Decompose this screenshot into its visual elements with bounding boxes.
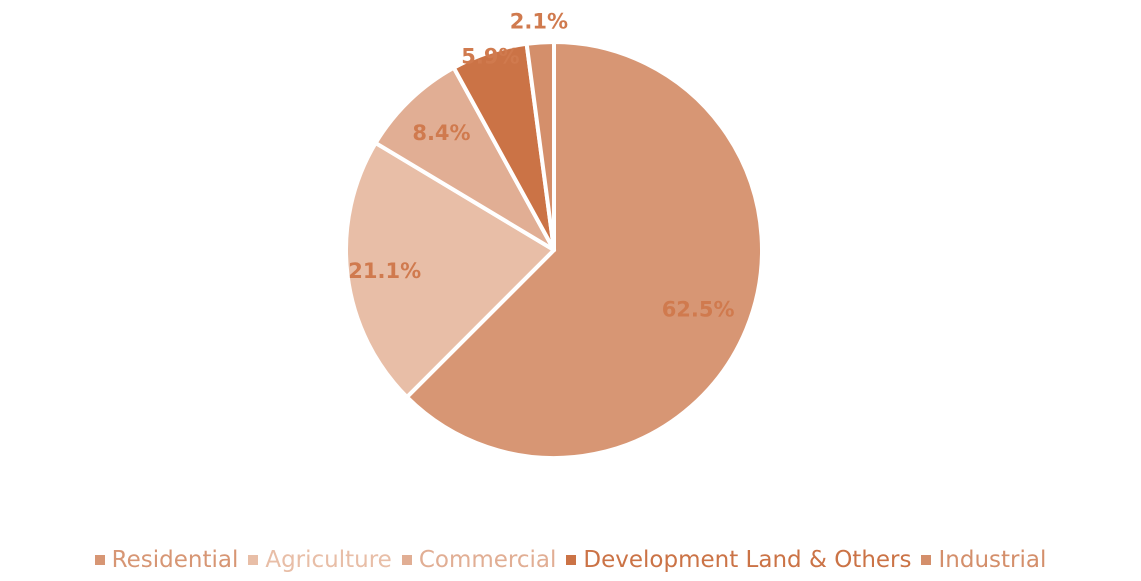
legend-item-agriculture: Agriculture bbox=[248, 547, 392, 573]
data-label-development-land-and-others: 5.9% bbox=[461, 44, 519, 68]
legend-swatch-commercial bbox=[401, 555, 412, 565]
data-label-agriculture: 21.1% bbox=[348, 259, 421, 283]
chart-legend: Residential Agriculture Commercial Developm… bbox=[0, 543, 1141, 577]
legend-label-development-land-and-others: Development Land & Others bbox=[583, 547, 912, 573]
data-label-residential: 62.5% bbox=[662, 298, 735, 322]
legend-label-residential: Residential bbox=[111, 547, 239, 573]
legend-item-industrial: Industrial bbox=[921, 547, 1046, 573]
pie-slice-commercial bbox=[373, 65, 556, 252]
legend-swatch-industrial bbox=[921, 555, 932, 565]
legend-swatch-agriculture bbox=[248, 555, 259, 565]
pie-slices bbox=[344, 40, 764, 460]
data-label-commercial: 8.4% bbox=[412, 121, 470, 145]
legend-item-commercial: Commercial bbox=[401, 547, 557, 573]
legend-label-commercial: Commercial bbox=[418, 547, 557, 573]
legend-item-residential: Residential bbox=[94, 547, 239, 573]
pie-chart: 62.5% 21.1% 8.4% 5.9% 2.1% bbox=[344, 10, 764, 460]
pie-slice-residential bbox=[404, 40, 764, 460]
pie-slice-industrial bbox=[524, 40, 556, 252]
legend-swatch-development-land-and-others bbox=[566, 555, 577, 565]
legend-swatch-residential bbox=[94, 555, 105, 565]
legend-label-industrial: Industrial bbox=[938, 547, 1047, 573]
legend-item-development-land-and-others: Development Land & Others bbox=[566, 547, 911, 573]
pie-data-labels: 62.5% 21.1% 8.4% 5.9% 2.1% bbox=[348, 10, 734, 322]
pie-slice-agriculture bbox=[344, 141, 556, 400]
legend-label-agriculture: Agriculture bbox=[265, 547, 392, 573]
data-label-industrial: 2.1% bbox=[510, 10, 568, 34]
